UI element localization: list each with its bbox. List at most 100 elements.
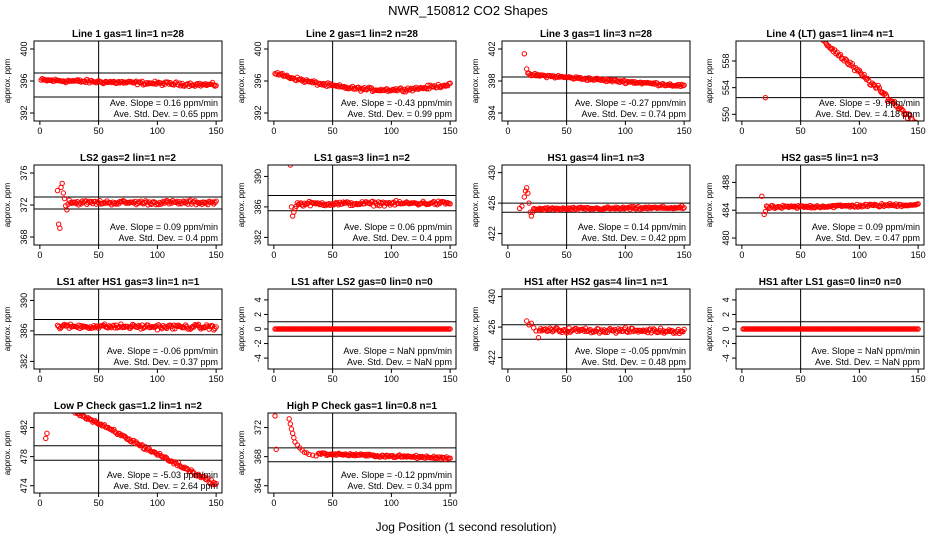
data-point [889,98,895,105]
y-tick-label: 430 [487,289,497,304]
data-point [408,85,415,92]
data-point [167,322,174,328]
slope-text: Ave. Slope = NaN ppm/min [343,346,452,356]
panel-title: LS1 after HS1 gas=3 lin=1 n=1 [57,277,200,288]
data-point [521,51,528,57]
y-tick-label: -2 [721,340,731,348]
data-point [135,199,142,205]
y-tick-label: 554 [721,80,731,95]
data-point [666,327,672,333]
x-tick-label: 150 [677,374,692,384]
y-tick-label: 480 [721,231,731,246]
x-tick-label: 0 [271,374,276,384]
data-point [681,82,687,88]
x-tick-label: 0 [37,374,42,384]
data-point [535,206,542,213]
data-point [447,326,453,332]
plot-area [268,289,456,369]
figure-title: NWR_150812 CO2 Shapes [388,3,548,18]
plot-frame [33,412,223,494]
data-point [288,426,295,432]
x-tick-label: 50 [94,498,104,508]
data-point [332,200,338,207]
std-dev-text: Ave. Std. Dev. = 4.18 ppm [816,109,920,119]
data-point [130,199,136,205]
y-tick-label: 398 [487,73,497,88]
y-axis-label: approx. ppm [237,182,246,227]
data-point [334,82,341,89]
data-point [115,78,122,85]
x-tick-label: 150 [209,126,224,136]
data-point [319,82,325,88]
data-point [212,199,218,206]
y-tick-label: 422 [487,226,497,241]
x-tick-label: 100 [384,498,399,508]
std-dev-text: Ave. Std. Dev. = 0.47 ppm [816,233,920,243]
plot-frame [267,288,457,370]
plot-area [268,165,456,245]
data-point [213,324,219,330]
data-point [617,78,624,84]
plot-frame [33,40,223,122]
panel-title: HS2 gas=5 lin=1 n=3 [782,153,879,164]
data-point [915,326,921,332]
data-point [174,462,181,469]
data-point [113,201,119,207]
data-point [286,416,292,422]
data-point [913,119,919,121]
data-point [762,94,769,101]
plot-area [34,413,222,493]
data-point [57,225,63,231]
data-point [213,480,219,487]
data-point [876,85,883,91]
data-point [909,116,915,121]
data-point [441,82,447,88]
x-tick-label: 0 [739,250,744,260]
y-tick-label: 372 [253,420,263,435]
y-tick-label: 2 [721,312,731,317]
y-axis-label: approx. ppm [3,58,12,103]
panel-title: Low P Check gas=1.2 lin=1 n=2 [54,401,202,412]
slope-text: Ave. Slope = -0.06 ppm/min [107,346,218,356]
y-tick-label: -4 [253,354,263,362]
x-tick-label: 50 [562,126,572,136]
y-axis-label: approx. ppm [471,182,480,227]
data-point [645,329,651,336]
data-point [64,207,70,213]
panel-2: Line 2 gas=1 lin=2 n=28 approx. ppm 0 50 100… [237,29,458,136]
data-point [182,322,189,328]
y-axis-label: approx. ppm [3,430,12,475]
data-point [681,204,687,211]
slope-text: Ave. Slope = -0.05 ppm/min [575,346,686,356]
data-point [306,451,312,458]
plot-area [736,289,924,369]
data-point [637,206,644,212]
x-tick-label: 0 [37,250,42,260]
plot-frame [735,288,925,370]
y-tick-label: 386 [253,199,263,214]
y-tick-label: -2 [253,340,263,348]
data-point [639,328,645,335]
data-point [911,120,915,121]
y-tick-label: 400 [19,41,29,56]
data-point [209,79,216,86]
x-tick-label: 0 [739,374,744,384]
plot-frame [267,412,457,494]
data-point [681,326,687,333]
data-point [195,321,202,328]
data-point [800,203,806,209]
plot-frame [267,164,457,246]
y-axis-label: approx. ppm [471,58,480,103]
panel-1: Line 1 gas=1 lin=1 n=28 approx. ppm 0 50 100… [3,29,224,136]
plot-area [34,289,222,369]
y-tick-label: 392 [19,105,29,120]
data-point [605,76,611,83]
y-tick-label: 2 [253,312,263,317]
x-tick-label: 50 [94,250,104,260]
data-point [211,82,217,88]
data-point [433,454,439,461]
data-point [447,455,453,461]
slope-text: Ave. Slope = -9. ppm/min [819,98,920,108]
y-axis-label: approx. ppm [237,58,246,103]
